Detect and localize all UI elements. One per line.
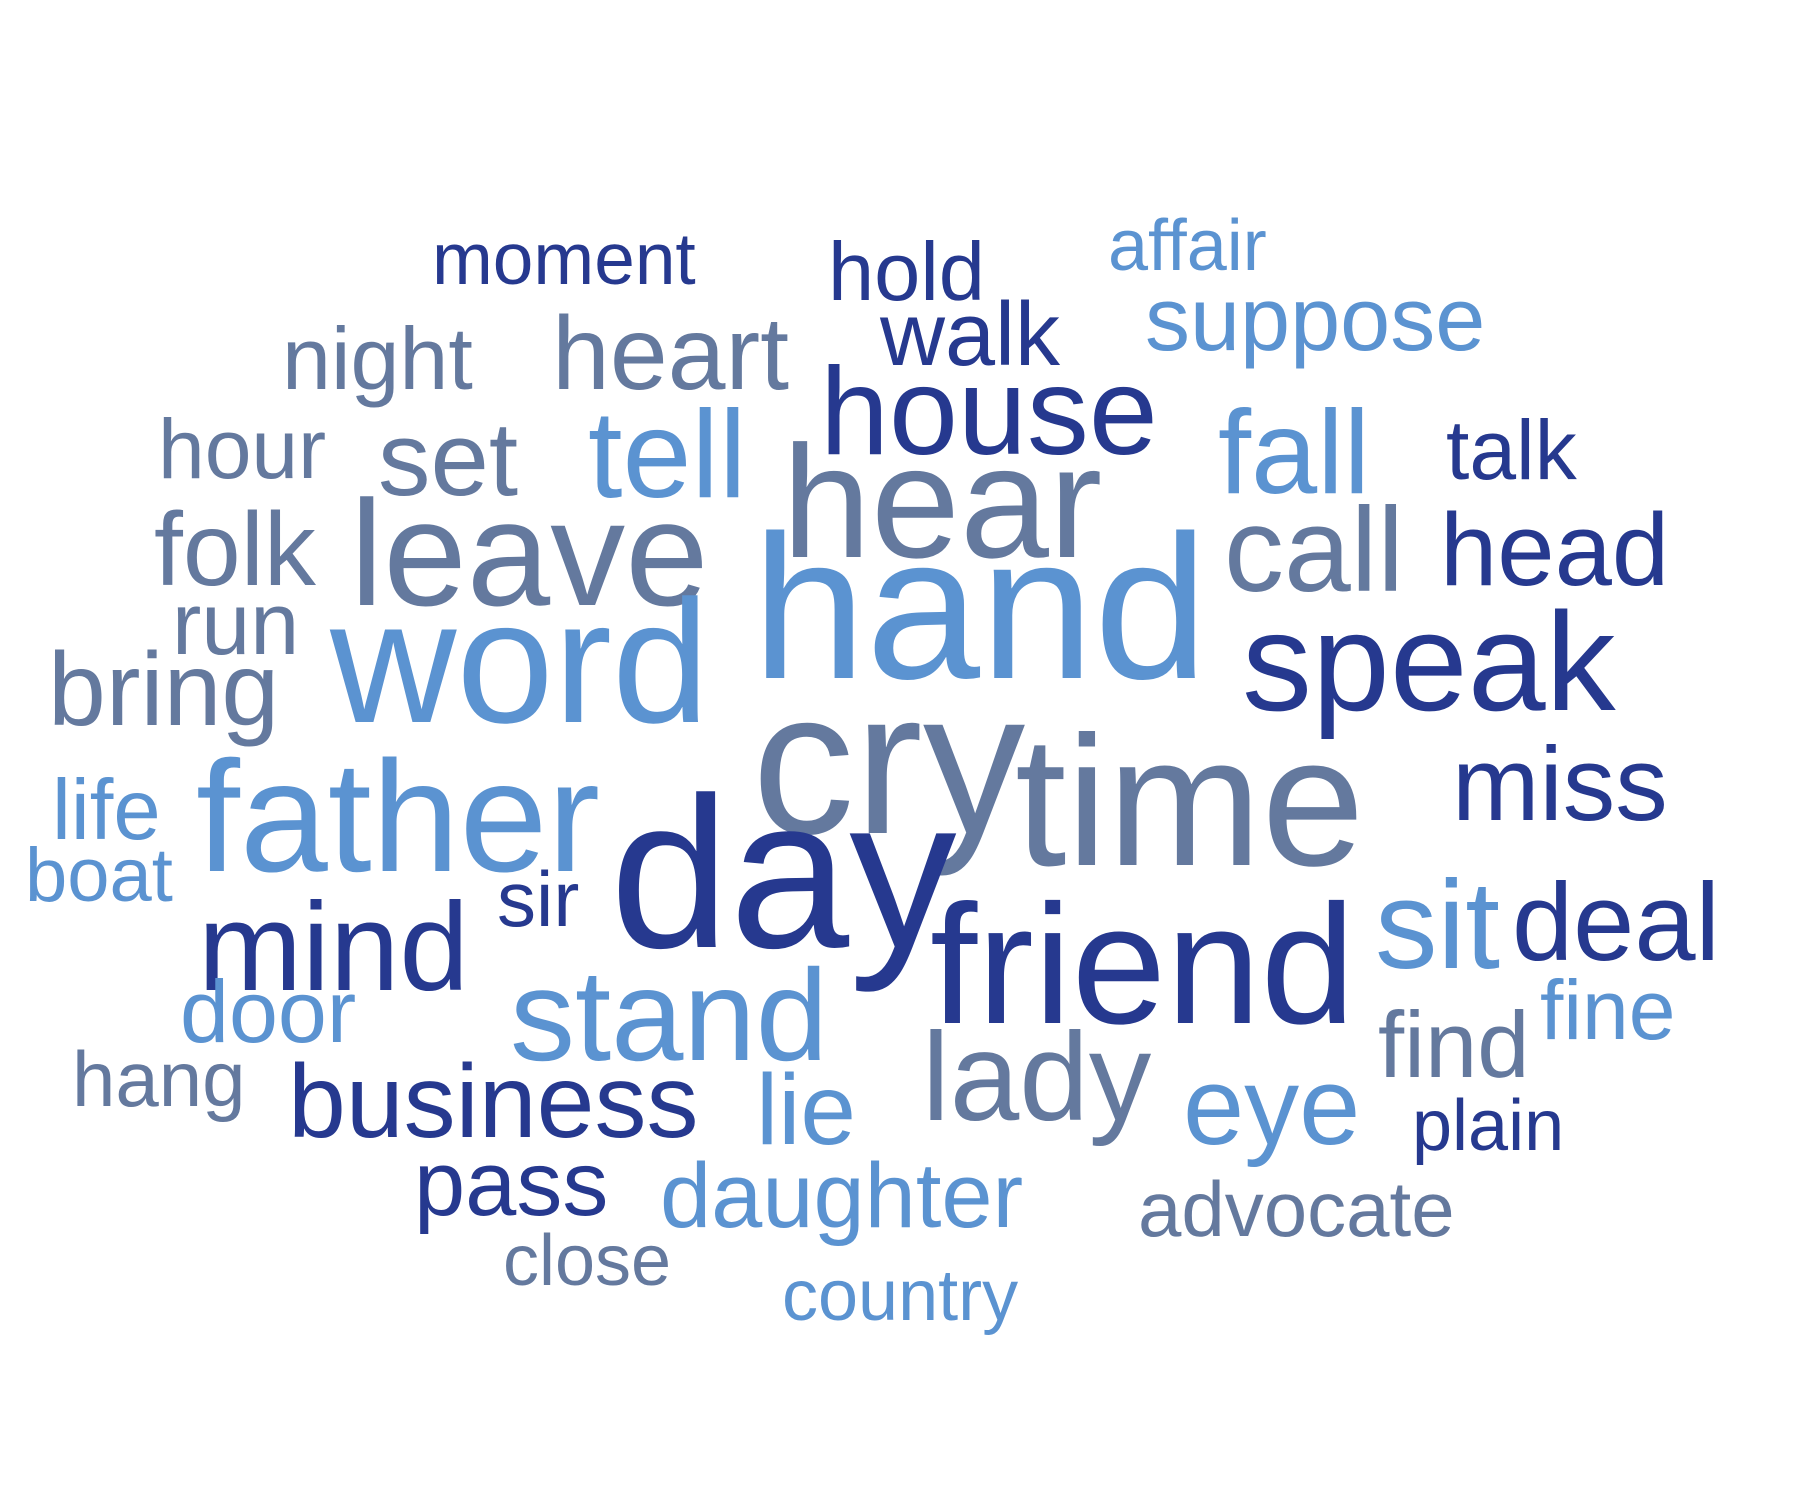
- word-pass: pass: [414, 1133, 609, 1235]
- word-plain: plain: [1412, 1086, 1565, 1166]
- word-call: call: [1224, 483, 1405, 617]
- word-bring: bring: [48, 632, 280, 748]
- word-word: word: [330, 565, 710, 760]
- word-daughter: daughter: [660, 1145, 1024, 1247]
- word-heart: heart: [552, 296, 790, 412]
- word-day: day: [610, 752, 957, 993]
- word-close: close: [503, 1221, 672, 1301]
- word-tell: tell: [588, 386, 747, 524]
- word-time: time: [1015, 699, 1365, 905]
- word-night: night: [282, 309, 473, 408]
- word-lady: lady: [922, 1008, 1152, 1147]
- word-leave: leave: [350, 469, 709, 637]
- word-deal: deal: [1512, 861, 1720, 984]
- word-fine: fine: [1540, 963, 1676, 1057]
- word-find: find: [1378, 992, 1530, 1097]
- word-house: house: [820, 343, 1158, 481]
- word-business: business: [288, 1044, 699, 1160]
- word-affair: affair: [1108, 206, 1267, 286]
- word-hand: hand: [752, 493, 1209, 722]
- word-head: head: [1440, 492, 1670, 607]
- word-talk: talk: [1446, 403, 1577, 497]
- word-hear: hear: [782, 412, 1103, 591]
- word-sir: sir: [497, 855, 580, 943]
- word-walk: walk: [880, 285, 1061, 385]
- word-friend: friend: [930, 870, 1356, 1060]
- word-life: life: [52, 763, 161, 858]
- word-father: father: [196, 729, 601, 905]
- word-suppose: suppose: [1145, 270, 1486, 370]
- word-run: run: [172, 574, 300, 673]
- word-folk: folk: [154, 492, 316, 608]
- word-speak: speak: [1242, 583, 1616, 740]
- word-country: country: [782, 1256, 1019, 1336]
- word-miss: miss: [1452, 726, 1668, 843]
- word-boat: boat: [25, 833, 173, 918]
- word-mind: mind: [198, 878, 469, 1017]
- word-door: door: [180, 962, 357, 1061]
- word-hour: hour: [158, 402, 327, 496]
- word-lie: lie: [756, 1054, 857, 1166]
- word-advocate: advocate: [1138, 1165, 1455, 1253]
- word-moment: moment: [432, 219, 696, 300]
- word-stand: stand: [510, 942, 829, 1088]
- word-hold: hold: [828, 225, 985, 318]
- word-cry: cry: [752, 648, 1026, 877]
- word-hang: hang: [72, 1035, 246, 1123]
- word-sit: sit: [1375, 856, 1500, 995]
- word-set: set: [378, 401, 519, 518]
- word-fall: fall: [1218, 386, 1371, 519]
- word-eye: eye: [1183, 1045, 1361, 1168]
